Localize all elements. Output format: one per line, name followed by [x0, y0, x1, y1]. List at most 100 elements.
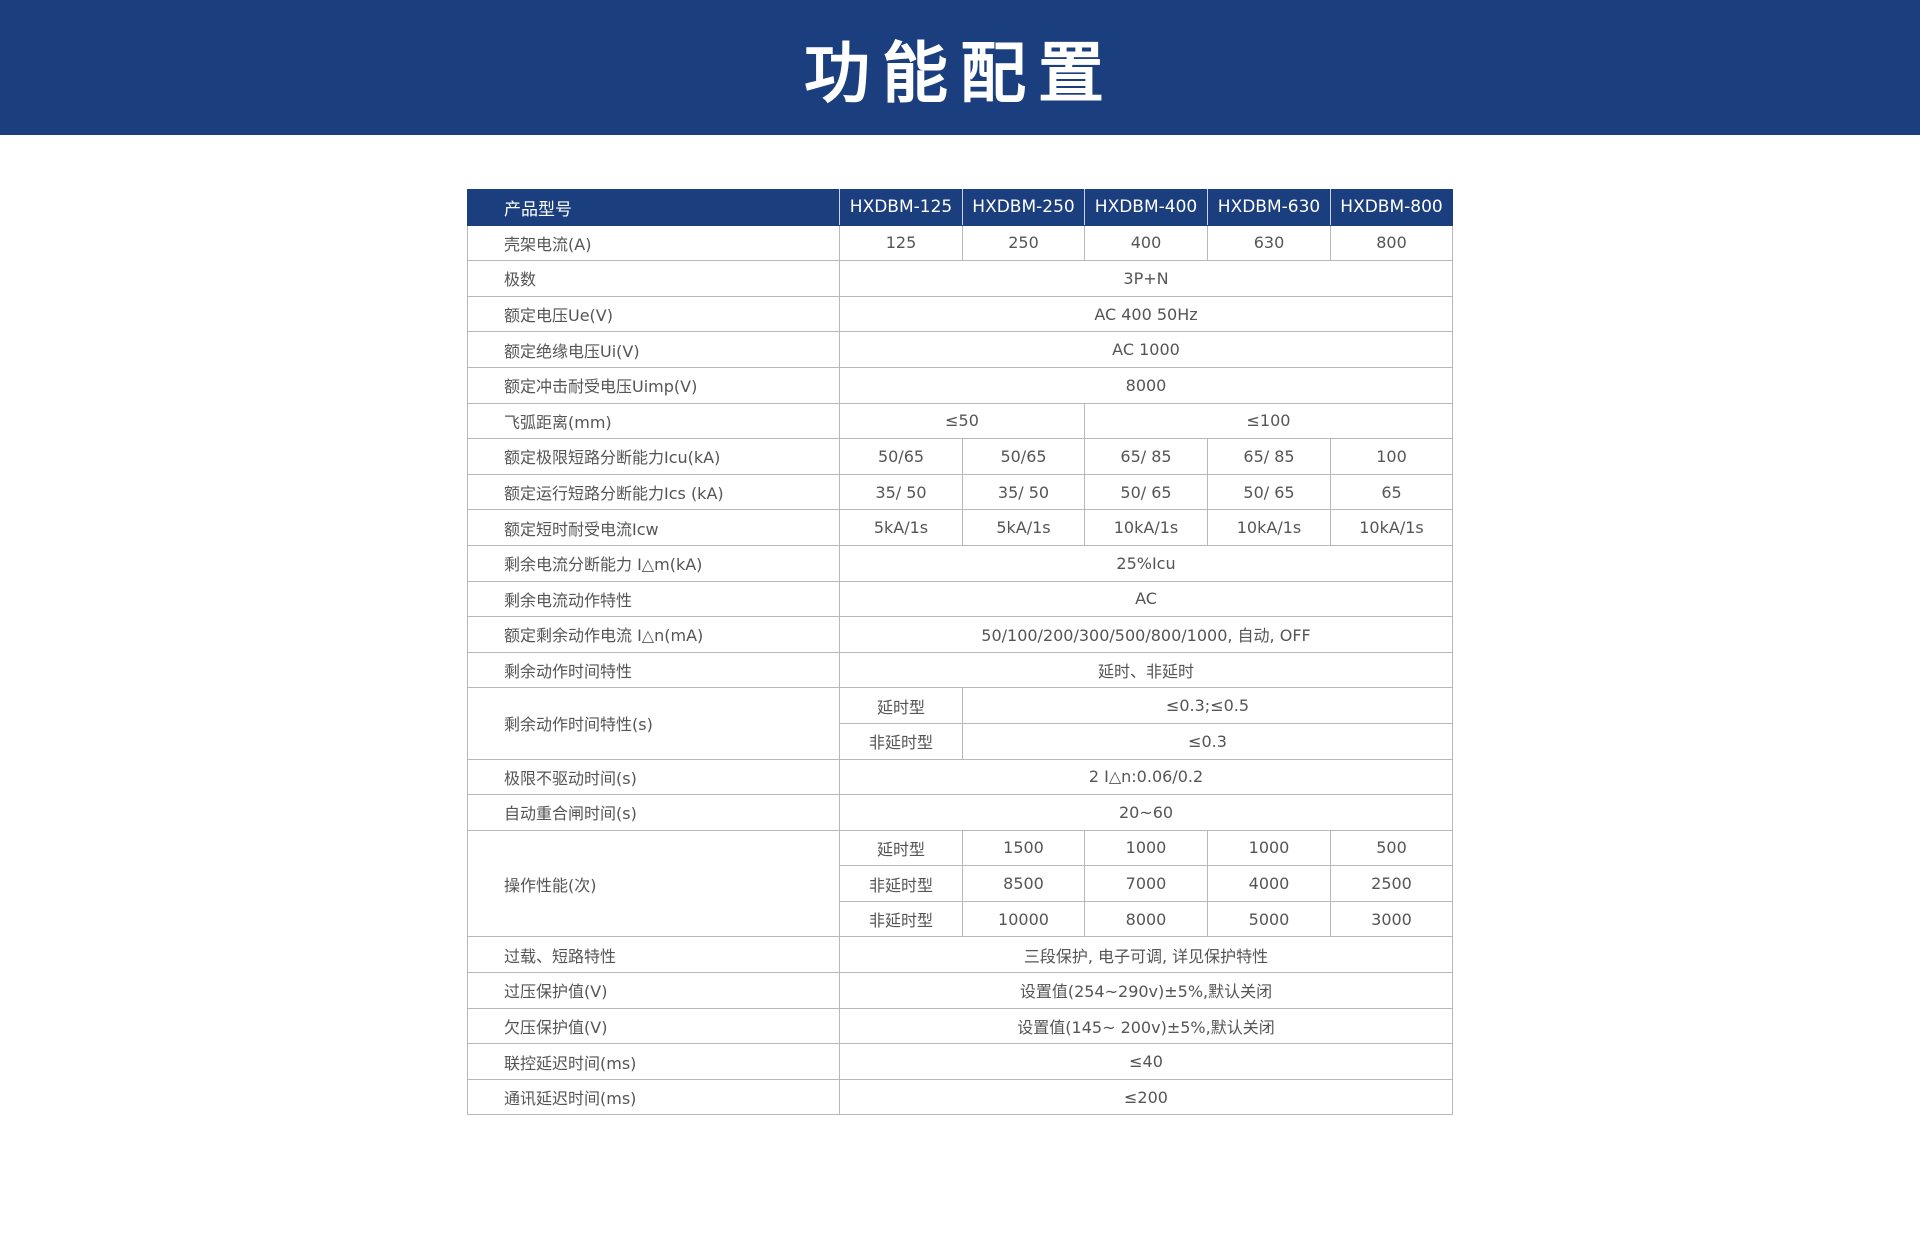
value-cell: 非延时型 [839, 900, 963, 938]
table-row: 极限不驱动时间(s) 2 I△n:0.06/0.2 [467, 758, 1453, 796]
value-cell: 5kA/1s [839, 509, 963, 546]
title-banner: 功能配置 [0, 0, 1920, 135]
value-cell: 延时型 [839, 829, 963, 867]
row-label: 壳架电流(A) [467, 224, 840, 262]
value-cell: 非延时型 [839, 865, 963, 902]
row-label: 极限不驱动时间(s) [467, 758, 840, 796]
value-cell: ≤200 [839, 1078, 1453, 1116]
header-cell-model: HXDBM-630 [1207, 189, 1331, 226]
value-cell: ≤0.3 [962, 722, 1453, 760]
spec-table: 产品型号 HXDBM-125 HXDBM-250 HXDBM-400 HXDBM-630… [467, 189, 1453, 1116]
row-label: 过压保护值(V) [467, 972, 840, 1009]
row-label: 额定绝缘电压Ui(V) [467, 331, 840, 368]
table-row: 额定冲击耐受电压Uimp(V) 8000 [467, 366, 1453, 404]
value-cell: 65 [1330, 473, 1453, 511]
value-cell: 630 [1207, 224, 1331, 262]
table-row: 过压保护值(V) 设置值(254~290v)±5%,默认关闭 [467, 972, 1453, 1009]
value-cell: 65/ 85 [1084, 438, 1208, 475]
table-row: 额定极限短路分断能力Icu(kA) 50/65 50/65 65/ 85 65/ 85 1… [467, 438, 1453, 475]
table-row: 额定绝缘电压Ui(V) AC 1000 [467, 331, 1453, 368]
value-cell: 设置值(145~ 200v)±5%,默认关闭 [839, 1007, 1453, 1045]
row-label: 额定极限短路分断能力Icu(kA) [467, 438, 840, 475]
value-cell: 65/ 85 [1207, 438, 1331, 475]
header-cell-product-model: 产品型号 [467, 189, 840, 226]
table-header-row: 产品型号 HXDBM-125 HXDBM-250 HXDBM-400 HXDBM-630… [467, 189, 1453, 226]
value-cell: AC 400 50Hz [839, 295, 1453, 333]
table-row: 额定剩余动作电流 I△n(mA) 50/100/200/300/500/800/1… [467, 616, 1453, 653]
value-cell: 50/65 [839, 438, 963, 475]
table-row: 非延时型 8500 7000 4000 2500 [468, 865, 1453, 902]
table-row: 剩余电流分断能力 I△m(kA) 25%Icu [467, 544, 1453, 582]
value-cell: 8000 [1084, 900, 1208, 938]
value-cell: 8000 [839, 366, 1453, 404]
value-cell: 3000 [1330, 900, 1453, 938]
row-label: 额定运行短路分断能力Ics (kA) [467, 473, 840, 511]
value-cell: 设置值(254~290v)±5%,默认关闭 [839, 972, 1453, 1009]
value-cell: 50/65 [962, 438, 1085, 475]
value-cell: 35/ 50 [962, 473, 1085, 511]
header-cell-model: HXDBM-400 [1084, 189, 1208, 226]
row-label: 过载、短路特性 [467, 936, 840, 974]
table-row: 过载、短路特性 三段保护, 电子可调, 详见保护特性 [467, 936, 1453, 974]
table-row: 剩余动作时间特性 延时、非延时 [467, 651, 1453, 689]
row-label: 通讯延迟时间(ms) [467, 1078, 840, 1116]
table-row: 额定短时耐受电流Icw 5kA/1s 5kA/1s 10kA/1s 10kA/1s 10k… [467, 509, 1453, 546]
value-cell: 1000 [1084, 829, 1208, 867]
value-cell: 100 [1330, 438, 1453, 475]
row-label: 额定电压Ue(V) [467, 295, 840, 333]
row-label: 飞弧距离(mm) [467, 402, 840, 440]
table-row: 剩余动作时间特性(s) 延时型 ≤0.3;≤0.5 [467, 687, 1453, 760]
value-cell: 1500 [962, 829, 1085, 867]
value-cell: 50/100/200/300/500/800/1000, 自动, OFF [839, 616, 1453, 653]
value-cell: 125 [839, 224, 963, 262]
value-cell: 250 [962, 224, 1085, 262]
value-cell: 2500 [1330, 865, 1453, 902]
value-cell: ≤0.3;≤0.5 [962, 687, 1453, 724]
table-row: 额定电压Ue(V) AC 400 50Hz [467, 295, 1453, 333]
value-cell: 800 [1330, 224, 1453, 262]
value-cell: 10000 [962, 900, 1085, 938]
value-cell: 5000 [1207, 900, 1331, 938]
value-cell: 500 [1330, 829, 1453, 867]
table-row: 欠压保护值(V) 设置值(145~ 200v)±5%,默认关闭 [467, 1007, 1453, 1045]
table-row: 非延时型 10000 8000 5000 3000 [468, 900, 1453, 938]
value-cell: 7000 [1084, 865, 1208, 902]
value-cell: 5kA/1s [962, 509, 1085, 546]
row-label: 额定冲击耐受电压Uimp(V) [467, 366, 840, 404]
table-row: 联控延迟时间(ms) ≤40 [467, 1043, 1453, 1080]
row-label: 极数 [467, 260, 840, 297]
value-cell: 4000 [1207, 865, 1331, 902]
table-row: 操作性能(次) 延时型 1500 1000 1000 500 [467, 829, 1453, 938]
value-cell: AC [839, 580, 1453, 618]
table-row: 通讯延迟时间(ms) ≤200 [467, 1078, 1453, 1116]
value-cell: 延时、非延时 [839, 651, 1453, 689]
value-cell: 25%Icu [839, 544, 1453, 582]
value-cell: AC 1000 [839, 331, 1453, 368]
value-cell: 10kA/1s [1084, 509, 1208, 546]
page-title: 功能配置 [804, 34, 1116, 112]
value-cell: 400 [1084, 224, 1208, 262]
value-cell: 35/ 50 [839, 473, 963, 511]
value-cell: 10kA/1s [1330, 509, 1453, 546]
table-row: 额定运行短路分断能力Ics (kA) 35/ 50 35/ 50 50/ 65 50/ … [467, 473, 1453, 511]
table-row: 飞弧距离(mm) ≤50 ≤100 [467, 402, 1453, 440]
row-label: 额定短时耐受电流Icw [467, 509, 840, 546]
value-cell: 1000 [1207, 829, 1331, 867]
row-label: 剩余电流动作特性 [467, 580, 840, 618]
row-label: 额定剩余动作电流 I△n(mA) [467, 616, 840, 653]
value-cell: 20~60 [839, 794, 1453, 831]
table-row: 非延时型 ≤0.3 [468, 722, 1453, 760]
header-cell-model: HXDBM-250 [962, 189, 1085, 226]
row-label: 欠压保护值(V) [467, 1007, 840, 1045]
table-row: 剩余电流动作特性 AC [467, 580, 1453, 618]
table-row: 壳架电流(A) 125 250 400 630 800 [467, 224, 1453, 262]
row-label: 联控延迟时间(ms) [467, 1043, 840, 1080]
value-cell: ≤40 [839, 1043, 1453, 1080]
row-label: 自动重合闸时间(s) [467, 794, 840, 831]
value-cell: 三段保护, 电子可调, 详见保护特性 [839, 936, 1453, 974]
value-cell: 3P+N [839, 260, 1453, 297]
value-cell: 50/ 65 [1207, 473, 1331, 511]
table-row: 极数 3P+N [467, 260, 1453, 297]
value-cell: 非延时型 [839, 722, 963, 760]
header-cell-model: HXDBM-125 [839, 189, 963, 226]
